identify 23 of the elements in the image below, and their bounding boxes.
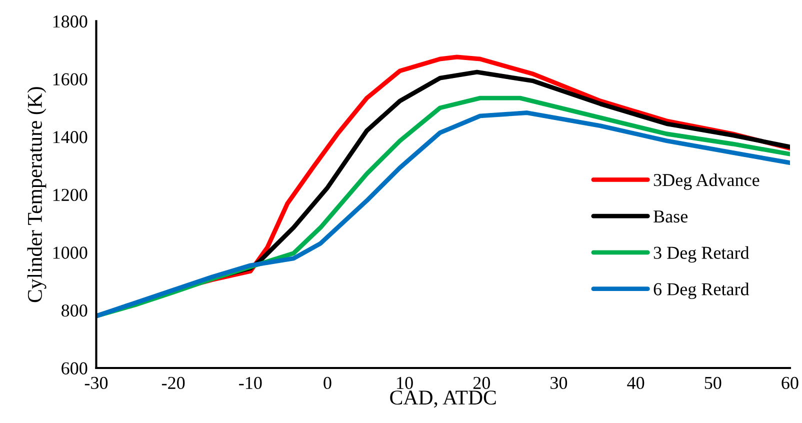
x-tick-label: 30 [550, 376, 568, 390]
x-tick-label: -20 [162, 376, 185, 390]
y-tick-label: 1600 [53, 73, 88, 86]
x-tick-label: 40 [627, 376, 644, 390]
legend-label: 3Deg Advance [654, 173, 760, 190]
y-tick-label: 600 [62, 362, 88, 374]
y-tick-label: 1800 [53, 15, 88, 28]
y-tick-label: 800 [62, 304, 88, 317]
x-axis-title: CAD, ATDC [390, 390, 496, 408]
x-tick-label: -10 [239, 376, 262, 390]
x-tick-label: 10 [397, 376, 413, 390]
y-tick-label: 1000 [53, 246, 88, 259]
x-tick-label: 20 [473, 376, 490, 390]
x-tick-label: 60 [782, 376, 798, 390]
y-axis-title: Cylinder Temperature (K) [27, 87, 46, 302]
legend-label: Base [654, 210, 688, 223]
x-tick-label: 0 [324, 376, 332, 390]
legend-label: 6 Deg Retard [654, 282, 750, 300]
y-tick-label: 1400 [53, 131, 88, 144]
x-tick-label: -30 [84, 376, 108, 390]
legend-label: 3 Deg Retard [654, 246, 750, 263]
x-tick-label: 50 [704, 376, 722, 390]
y-tick-label: 1200 [53, 188, 88, 202]
